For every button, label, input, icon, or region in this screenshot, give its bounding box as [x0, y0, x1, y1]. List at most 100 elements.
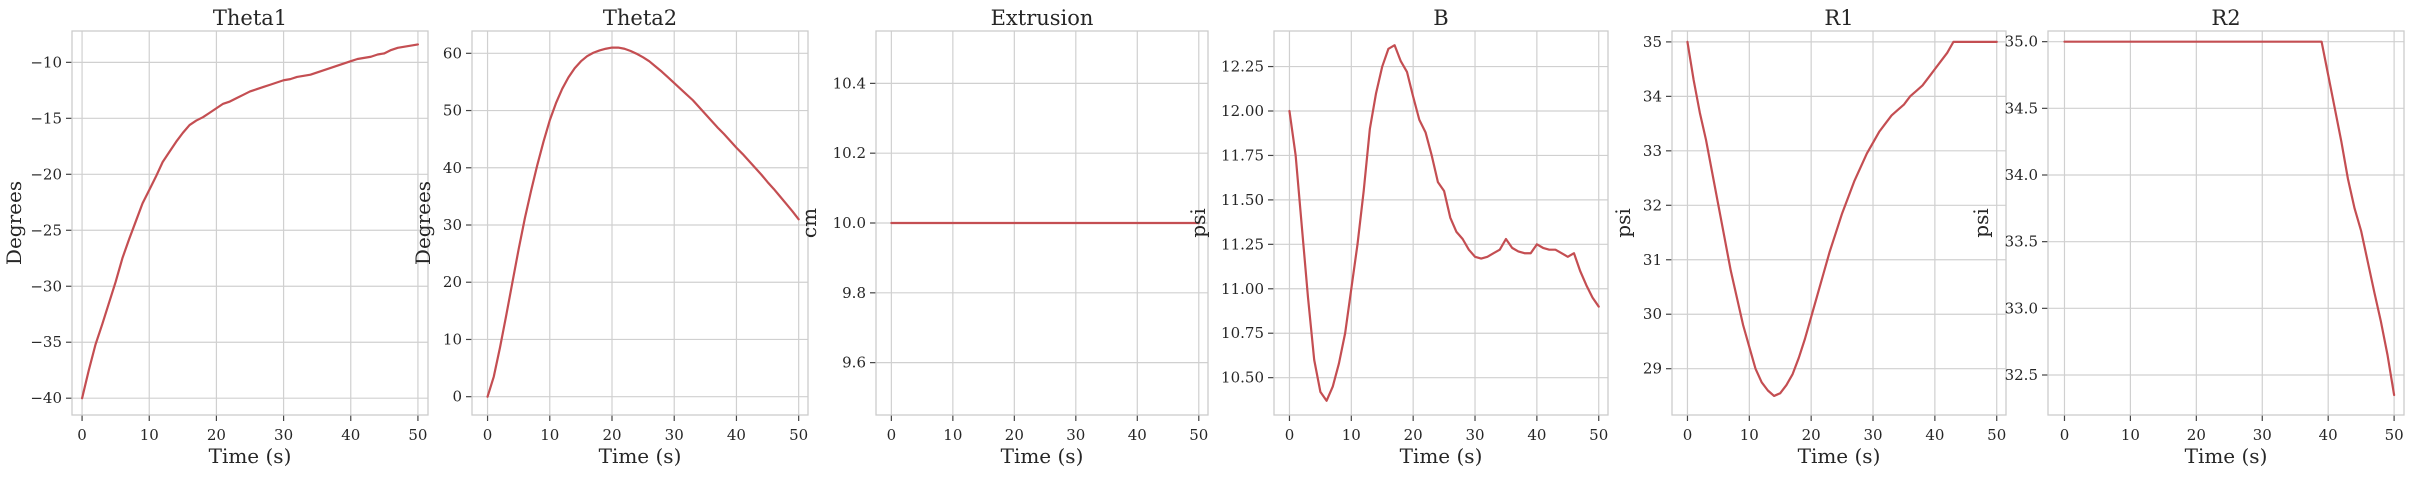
y-tick-label: 30: [443, 216, 462, 234]
y-axis-label: psi: [1969, 208, 1993, 237]
y-tick-label: 33: [1643, 142, 1662, 160]
x-tick-label: 20: [602, 426, 621, 444]
y-tick-label: 29: [1643, 360, 1662, 378]
x-tick-label: 50: [789, 426, 808, 444]
x-tick-label: 50: [2385, 426, 2404, 444]
y-tick-label: 30: [1643, 305, 1662, 323]
y-tick-label: 10.0: [833, 214, 866, 232]
x-axis-label: Time (s): [2185, 444, 2268, 468]
y-tick-label: 40: [443, 159, 462, 177]
x-tick-label: 20: [2187, 426, 2206, 444]
x-tick-label: 0: [1285, 426, 1295, 444]
x-tick-label: 30: [1465, 426, 1484, 444]
x-tick-label: 10: [140, 426, 159, 444]
x-tick-label: 20: [1802, 426, 1821, 444]
y-axis-label: cm: [797, 208, 821, 238]
panel-theta2: 0 10 20 30 40 50 0 10 20 30 40 50 60 Theta2 Time (s) De…: [411, 6, 809, 468]
x-axis-label: Time (s): [1001, 444, 1084, 468]
x-tick-label: 40: [2319, 426, 2338, 444]
y-tick-label: 33.0: [2005, 299, 2038, 317]
x-tick-label: 50: [1987, 426, 2006, 444]
y-tick-label: 34: [1643, 87, 1662, 105]
y-tick-label: −40: [30, 389, 62, 407]
series-line-r2: [2063, 40, 2396, 397]
panel-title: R1: [1824, 6, 1853, 30]
y-tick-label: −10: [30, 53, 62, 71]
y-tick-label: 35.0: [2005, 33, 2038, 51]
x-tick-label: 30: [1066, 426, 1085, 444]
x-tick-label: 0: [887, 426, 897, 444]
series-line-r1: [1686, 40, 1998, 398]
y-axis-label: Degrees: [2, 181, 26, 265]
y-tick-label: 33.5: [2005, 233, 2038, 251]
x-tick-label: 50: [1589, 426, 1608, 444]
x-tick-label: 30: [1863, 426, 1882, 444]
x-tick-label: 20: [207, 426, 226, 444]
plot-area: [1274, 31, 1608, 415]
y-tick-label: −15: [30, 109, 62, 127]
plot-frame: [1273, 30, 1609, 416]
panel-theta1: 0 10 20 30 40 50 −40 −35 −30 −25 −20 −15 −10 Theta1 Ti…: [2, 6, 429, 468]
x-tick-label: 10: [540, 426, 559, 444]
x-tick-label: 10: [2121, 426, 2140, 444]
x-tick-label: 10: [1342, 426, 1361, 444]
y-tick-label: 11.50: [1221, 191, 1264, 209]
x-tick-label: 50: [408, 426, 427, 444]
y-tick-label: 10.75: [1221, 324, 1264, 342]
x-tick-label: 40: [1527, 426, 1546, 444]
y-tick-label: 0: [452, 388, 462, 406]
panel-b: 0 10 20 30 40 50 10.50 10.75 11.00 11.25 11.50 11.7…: [1186, 6, 1609, 468]
y-tick-label: 10.2: [833, 144, 866, 162]
y-tick-label: 11.75: [1221, 146, 1264, 164]
y-tick-label: 34.0: [2005, 166, 2038, 184]
x-tick-label: 40: [727, 426, 746, 444]
y-tick-label: 11.25: [1221, 235, 1264, 253]
x-tick-label: 20: [1005, 426, 1024, 444]
y-tick-label: 50: [443, 102, 462, 120]
y-axis-label: Degrees: [411, 181, 435, 265]
x-tick-label: 10: [1740, 426, 1759, 444]
panel-title: B: [1433, 6, 1448, 30]
y-tick-label: −20: [30, 165, 62, 183]
x-tick-label: 40: [341, 426, 360, 444]
x-tick-label: 30: [665, 426, 684, 444]
series-line-theta2: [486, 46, 800, 398]
x-tick-label: 0: [1683, 426, 1693, 444]
y-tick-label: −35: [30, 333, 62, 351]
plot-frame: [471, 30, 809, 416]
plot-area: [472, 31, 808, 415]
plot-frame: [2047, 30, 2405, 416]
x-tick-label: 0: [77, 426, 87, 444]
y-tick-label: 11.00: [1221, 280, 1264, 298]
panel-title: Theta2: [603, 6, 677, 30]
y-tick-label: 31: [1643, 251, 1662, 269]
series-line-theta1: [80, 43, 420, 400]
panel-r1: 0 10 20 30 40 50 29 30 31 32 33 34 35 R1 Time (s) psi: [1611, 6, 2007, 468]
y-tick-label: 32: [1643, 196, 1662, 214]
x-tick-label: 30: [2253, 426, 2272, 444]
panel-r2: 0 10 20 30 40 50 32.5 33.0 33.5 34.0 34.5 35.0 R2 Tim…: [1969, 6, 2405, 468]
y-tick-label: 32.5: [2005, 366, 2038, 384]
y-tick-label: 35: [1643, 33, 1662, 51]
y-tick-label: 34.5: [2005, 99, 2038, 117]
y-tick-label: 12.00: [1221, 102, 1264, 120]
x-tick-label: 50: [1189, 426, 1208, 444]
series-line-b: [1288, 44, 1600, 402]
y-tick-label: 10.50: [1221, 369, 1264, 387]
x-axis-label: Time (s): [1400, 444, 1483, 468]
y-axis-label: psi: [1611, 208, 1635, 237]
x-axis-label: Time (s): [599, 444, 682, 468]
plot-area: [72, 31, 428, 415]
x-tick-label: 0: [2060, 426, 2070, 444]
panel-extrusion: 0 10 20 30 40 50 9.6 9.8 10.0 10.2 10.4 Extrusion Ti…: [797, 6, 1209, 468]
plot-frame: [875, 30, 1209, 416]
plot-area: [2048, 31, 2404, 415]
y-tick-label: 9.6: [842, 354, 866, 372]
y-tick-label: 10: [443, 330, 462, 348]
y-tick-label: 20: [443, 273, 462, 291]
x-tick-label: 20: [1404, 426, 1423, 444]
x-tick-label: 30: [274, 426, 293, 444]
x-tick-label: 0: [483, 426, 493, 444]
panel-title: R2: [2211, 6, 2240, 30]
